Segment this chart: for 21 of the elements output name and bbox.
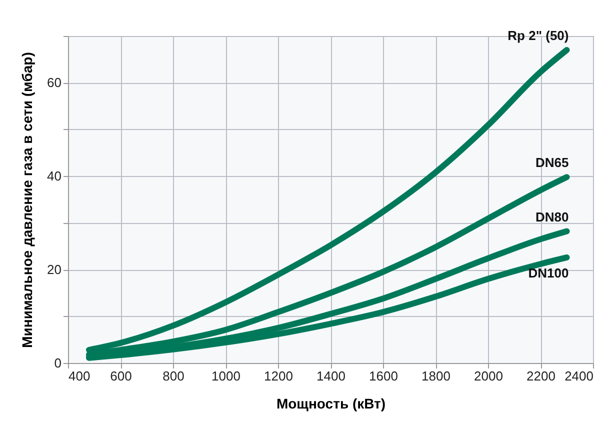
- x-tick-label: 2000: [474, 368, 503, 384]
- x-tick-label: 600: [110, 368, 132, 384]
- series-label: DN100: [528, 265, 569, 280]
- x-tick-label: 1800: [422, 368, 450, 384]
- x-tick-label: 800: [162, 368, 184, 384]
- x-tick-label: 1600: [369, 368, 398, 384]
- x-tick-label: 2400: [564, 368, 594, 384]
- x-tick-label: 400: [68, 368, 90, 384]
- y-tick-label: 0: [54, 356, 62, 370]
- x-axis-title: Мощность (кВт): [276, 396, 386, 412]
- y-tick-label: 20: [47, 262, 62, 278]
- y-tick-label: 40: [47, 168, 62, 184]
- y-axis-title: Минимальное давление газа в сети (мбар): [19, 52, 36, 348]
- x-tick-label: 1000: [212, 368, 240, 384]
- y-tick-label: 60: [47, 75, 62, 90]
- x-tick-label: 1200: [264, 368, 293, 384]
- series-label: DN80: [536, 209, 569, 224]
- x-tick-label: 2200: [526, 368, 556, 384]
- x-tick-label: 1400: [316, 368, 346, 384]
- series-label: Rp 2" (50): [508, 28, 569, 44]
- series-label: DN65: [536, 155, 569, 170]
